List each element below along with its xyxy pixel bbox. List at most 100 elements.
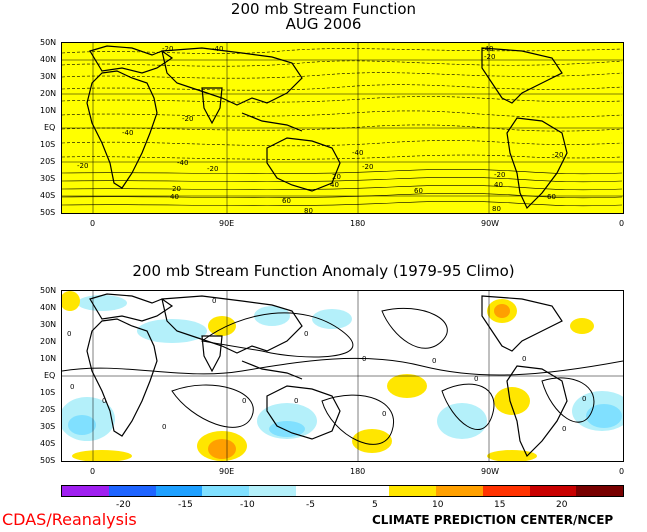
- top-lat-20s: 20S: [40, 157, 56, 166]
- europe-outline: [89, 45, 174, 74]
- bottom-lat-20s: 20S: [40, 405, 56, 414]
- svg-text:0: 0: [162, 423, 166, 431]
- bottom-lat-10n: 10N: [40, 354, 57, 363]
- colorbar-segment: [249, 486, 296, 496]
- top-lat-20n: 20N: [40, 89, 57, 98]
- stream-function-contours: -20 -40 -20 -40 -40 -20 -20 -40 -20 20 4…: [61, 43, 623, 215]
- top-lon-90w: 90W: [481, 219, 500, 228]
- svg-text:0: 0: [582, 395, 586, 403]
- svg-text:60: 60: [282, 197, 291, 205]
- svg-text:40: 40: [494, 181, 503, 189]
- svg-text:0: 0: [562, 425, 566, 433]
- bottom-lat-30s: 30S: [40, 422, 56, 431]
- asia-outline: [161, 47, 303, 106]
- bottom-lat-20n: 20N: [40, 337, 57, 346]
- stream-function-anomaly-map: 0 0 0 0 0 0 0 0 0 0 0 0 0 0 0: [59, 290, 632, 462]
- colorbar-segment: [342, 486, 390, 496]
- svg-text:-20: -20: [77, 162, 88, 170]
- colorbar-tick-minus20: -20: [116, 500, 131, 510]
- top-lon-0: 0: [90, 219, 96, 228]
- colorbar-tick-20: 20: [556, 500, 568, 510]
- india-outline: [201, 87, 223, 125]
- anomaly-colorbar: [61, 485, 624, 497]
- bottom-lat-50n: 50N: [40, 286, 57, 295]
- colorbar-tick-minus15: -15: [178, 500, 193, 510]
- colorbar-segment: [389, 486, 436, 496]
- svg-text:-20: -20: [494, 171, 505, 179]
- top-lat-50s: 50S: [40, 208, 56, 217]
- colorbar-segment: [108, 486, 156, 496]
- colorbar-segment: [62, 486, 109, 496]
- svg-text:40: 40: [330, 181, 339, 189]
- top-panel-title: 200 mb Stream Function: [230, 0, 417, 18]
- svg-text:80: 80: [492, 205, 501, 213]
- indonesia-outline: [241, 112, 303, 132]
- svg-text:-20: -20: [362, 163, 373, 171]
- top-lat-40s: 40S: [40, 191, 56, 200]
- svg-text:-40: -40: [122, 129, 133, 137]
- svg-text:-20: -20: [182, 115, 193, 123]
- colorbar-tick-15: 15: [494, 500, 506, 510]
- svg-text:20: 20: [172, 185, 181, 193]
- colorbar-segment: [482, 486, 530, 496]
- africa-outline: [86, 70, 158, 189]
- bottom-lat-eq: EQ: [44, 371, 56, 380]
- svg-text:-20: -20: [552, 151, 563, 159]
- svg-text:40: 40: [170, 193, 179, 201]
- svg-text:-40: -40: [352, 149, 363, 157]
- svg-text:0: 0: [294, 397, 298, 405]
- colorbar-tick-10: 10: [432, 500, 444, 510]
- bottom-lat-40s: 40S: [40, 439, 56, 448]
- colorbar-tick-5: 5: [372, 500, 378, 510]
- colorbar-tick-minus5: -5: [306, 500, 315, 510]
- colorbar-tick-minus10: -10: [240, 500, 255, 510]
- svg-text:0: 0: [67, 330, 71, 338]
- top-lat-30n: 30N: [40, 72, 57, 81]
- bottom-panel-title: 200 mb Stream Function Anomaly (1979-95 …: [132, 262, 515, 280]
- bottom-lon-90e: 90E: [219, 467, 235, 476]
- svg-text:0: 0: [242, 397, 246, 405]
- svg-text:-20: -20: [162, 45, 173, 53]
- top-lat-40n: 40N: [40, 55, 57, 64]
- south-america-outline: [506, 117, 568, 210]
- bottom-lon-0-end: 0: [619, 467, 625, 476]
- svg-text:60: 60: [414, 187, 423, 195]
- bottom-lon-0: 0: [90, 467, 96, 476]
- svg-text:0: 0: [102, 397, 106, 405]
- svg-text:-40: -40: [482, 45, 493, 53]
- top-lat-30s: 30S: [40, 174, 56, 183]
- svg-text:-20: -20: [484, 53, 495, 61]
- stream-function-map: -20 -40 -20 -40 -40 -20 -20 -40 -20 20 4…: [61, 42, 624, 215]
- svg-text:20: 20: [332, 173, 341, 181]
- top-lon-0-end: 0: [619, 219, 625, 228]
- svg-text:-40: -40: [177, 159, 188, 167]
- colorbar-segment: [436, 486, 483, 496]
- bottom-lat-50s: 50S: [40, 456, 56, 465]
- bottom-lon-90w: 90W: [481, 467, 500, 476]
- svg-text:-40: -40: [212, 45, 223, 53]
- svg-text:0: 0: [382, 410, 386, 418]
- top-panel-date: AUG 2006: [285, 15, 362, 33]
- top-lon-90e: 90E: [219, 219, 235, 228]
- colorbar-segment: [529, 486, 577, 496]
- australia-outline: [266, 137, 341, 192]
- colorbar-segment: [576, 486, 623, 496]
- credit-cpc: CLIMATE PREDICTION CENTER/NCEP: [372, 513, 614, 527]
- top-lat-10s: 10S: [40, 140, 56, 149]
- top-lon-180: 180: [350, 219, 366, 228]
- bottom-lat-30n: 30N: [40, 320, 57, 329]
- svg-text:60: 60: [547, 193, 556, 201]
- top-lat-10n: 10N: [40, 106, 57, 115]
- svg-text:0: 0: [474, 375, 478, 383]
- bottom-lat-40n: 40N: [40, 303, 57, 312]
- svg-text:-20: -20: [207, 165, 218, 173]
- svg-text:0: 0: [212, 297, 216, 305]
- svg-text:0: 0: [432, 357, 436, 365]
- svg-text:0: 0: [522, 355, 526, 363]
- bottom-lon-180: 180: [350, 467, 366, 476]
- bottom-lat-10s: 10S: [40, 388, 56, 397]
- svg-text:80: 80: [304, 207, 313, 213]
- colorbar-segment: [295, 486, 343, 496]
- anomaly-contours: 0 0 0 0 0 0 0 0 0 0 0 0 0 0 0: [59, 291, 632, 462]
- colorbar-segment: [155, 486, 203, 496]
